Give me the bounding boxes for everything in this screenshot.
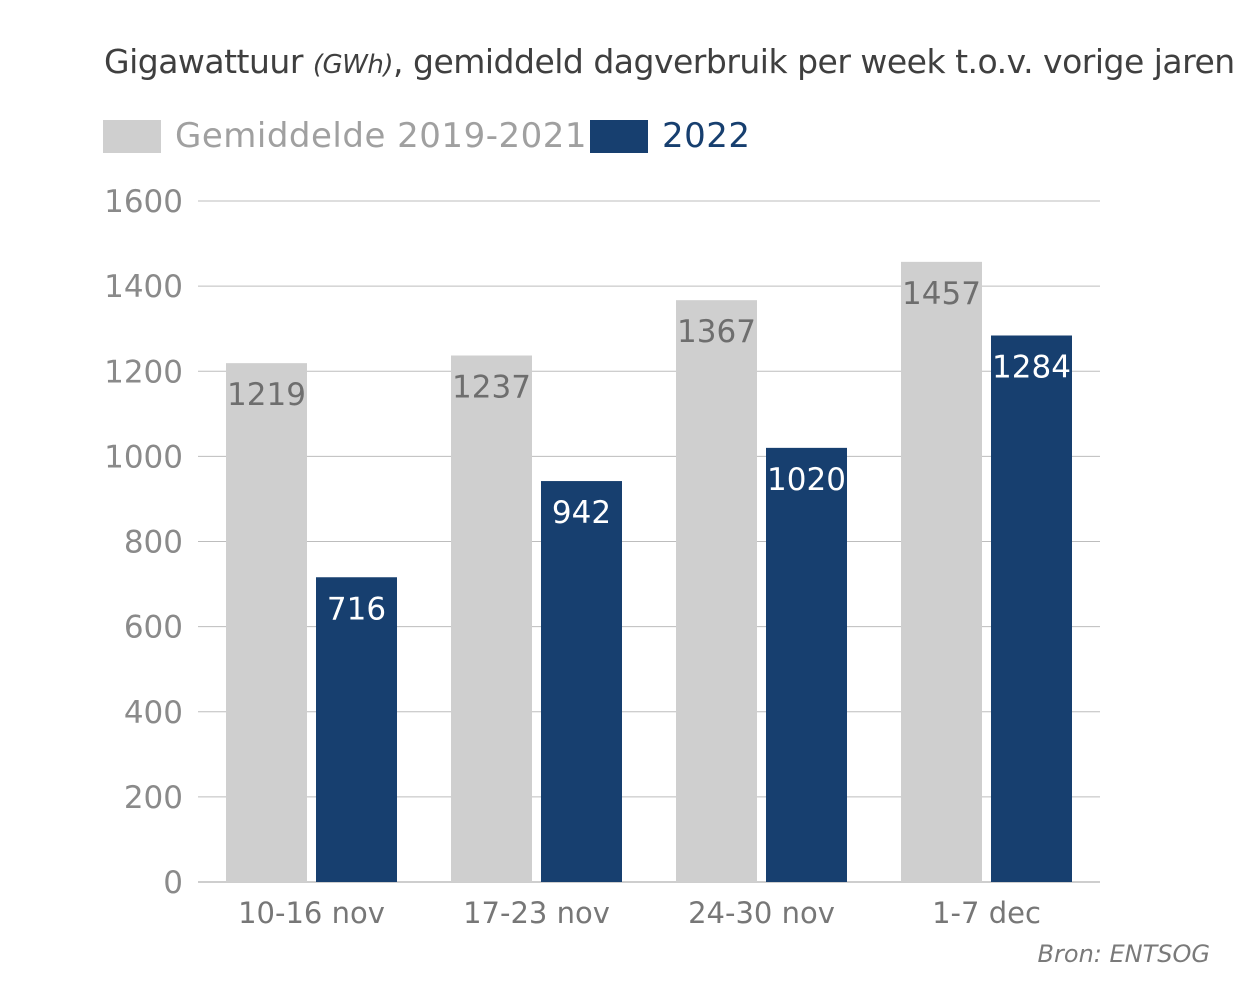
bar-2022 [766,447,847,882]
y-tick-label: 0 [163,865,183,901]
title-unit: (GWh) [312,50,394,80]
y-tick-label: 800 [124,525,183,561]
y-tick-label: 600 [124,610,183,646]
source-note: Bron: ENTSOG [1037,940,1210,968]
title-text: Gigawattuur [104,42,313,81]
data-label: 1219 [227,377,306,413]
chart-title: Gigawattuur (GWh), gemiddeld dagverbruik… [104,42,1235,81]
y-tick-label: 1400 [104,269,183,305]
bar-average [676,300,757,882]
y-tick-label: 1600 [104,184,183,220]
bar-average [901,261,982,882]
data-label: 1020 [767,462,846,498]
y-tick-label: 200 [124,780,183,816]
y-tick-label: 1000 [104,439,183,475]
data-label: 942 [552,495,611,531]
legend-label-average: Gemiddelde 2019-2021 [175,116,587,156]
legend-swatch-average [103,119,161,153]
bar-average [451,355,532,883]
legend-swatch-2022 [590,119,648,153]
legend-item-2022: 2022 [590,116,751,156]
data-label: 1284 [992,349,1071,385]
title-text-rest: , gemiddeld dagverbruik per week t.o.v. … [393,42,1235,81]
legend-label-2022: 2022 [662,116,751,156]
data-label: 716 [327,591,386,627]
data-label: 1237 [452,370,531,406]
x-tick-label: 17-23 nov [463,896,610,930]
bar-2022 [541,481,622,882]
bar-average [226,363,307,883]
x-tick-label: 24-30 nov [688,896,835,930]
y-tick-label: 400 [124,695,183,731]
x-tick-label: 1-7 dec [932,896,1041,930]
data-label: 1457 [902,276,981,312]
bar-2022 [316,577,397,882]
x-tick-label: 10-16 nov [238,896,385,930]
data-label: 1367 [677,314,756,350]
legend-item-average: Gemiddelde 2019-2021 [103,116,587,156]
bar-2022 [991,335,1072,882]
y-tick-label: 1200 [104,354,183,390]
